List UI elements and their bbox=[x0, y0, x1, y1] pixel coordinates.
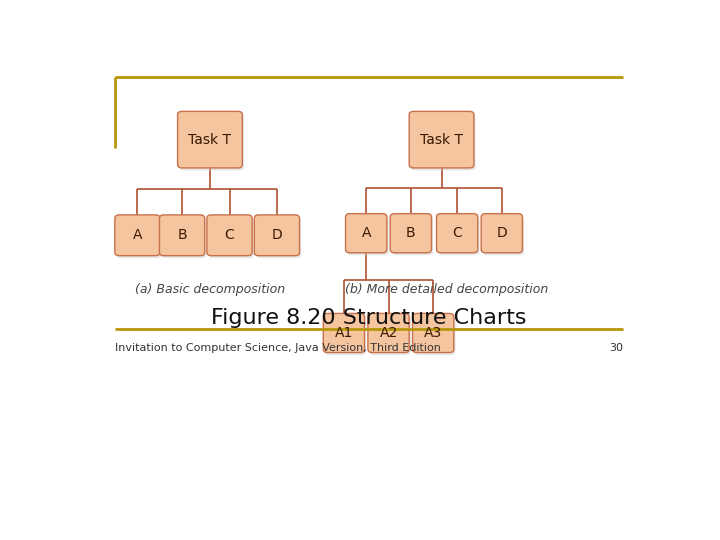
Text: A2: A2 bbox=[379, 326, 397, 340]
Text: Task T: Task T bbox=[189, 133, 231, 147]
FancyBboxPatch shape bbox=[117, 218, 162, 258]
FancyBboxPatch shape bbox=[114, 215, 160, 255]
FancyBboxPatch shape bbox=[179, 114, 244, 171]
Text: D: D bbox=[496, 226, 507, 240]
FancyBboxPatch shape bbox=[325, 316, 366, 355]
FancyBboxPatch shape bbox=[481, 214, 523, 253]
FancyBboxPatch shape bbox=[436, 214, 478, 253]
FancyBboxPatch shape bbox=[254, 215, 300, 255]
FancyBboxPatch shape bbox=[368, 313, 409, 353]
FancyBboxPatch shape bbox=[411, 114, 476, 171]
Text: A: A bbox=[361, 226, 371, 240]
Text: D: D bbox=[271, 228, 282, 242]
Text: (a) Basic decomposition: (a) Basic decomposition bbox=[135, 283, 285, 296]
FancyBboxPatch shape bbox=[347, 216, 389, 255]
FancyBboxPatch shape bbox=[161, 218, 207, 258]
FancyBboxPatch shape bbox=[209, 218, 253, 258]
Text: B: B bbox=[406, 226, 415, 240]
Text: A3: A3 bbox=[424, 326, 442, 340]
Text: (b) More detailed decomposition: (b) More detailed decomposition bbox=[346, 283, 549, 296]
FancyBboxPatch shape bbox=[346, 214, 387, 253]
FancyBboxPatch shape bbox=[390, 214, 431, 253]
FancyBboxPatch shape bbox=[369, 316, 411, 355]
FancyBboxPatch shape bbox=[159, 215, 204, 255]
FancyBboxPatch shape bbox=[207, 215, 252, 255]
Text: Invitation to Computer Science, Java Version, Third Edition: Invitation to Computer Science, Java Ver… bbox=[115, 343, 441, 353]
Text: A: A bbox=[132, 228, 142, 242]
FancyBboxPatch shape bbox=[409, 111, 474, 168]
FancyBboxPatch shape bbox=[323, 313, 364, 353]
FancyBboxPatch shape bbox=[178, 111, 243, 168]
Text: Task T: Task T bbox=[420, 133, 463, 147]
FancyBboxPatch shape bbox=[414, 316, 456, 355]
Text: C: C bbox=[225, 228, 235, 242]
Text: B: B bbox=[177, 228, 187, 242]
FancyBboxPatch shape bbox=[392, 216, 433, 255]
FancyBboxPatch shape bbox=[413, 313, 454, 353]
FancyBboxPatch shape bbox=[483, 216, 524, 255]
Text: Figure 8.20 Structure Charts: Figure 8.20 Structure Charts bbox=[211, 308, 527, 328]
FancyBboxPatch shape bbox=[256, 218, 301, 258]
Text: 30: 30 bbox=[609, 343, 623, 353]
Text: A1: A1 bbox=[335, 326, 353, 340]
FancyBboxPatch shape bbox=[438, 216, 480, 255]
Text: C: C bbox=[452, 226, 462, 240]
